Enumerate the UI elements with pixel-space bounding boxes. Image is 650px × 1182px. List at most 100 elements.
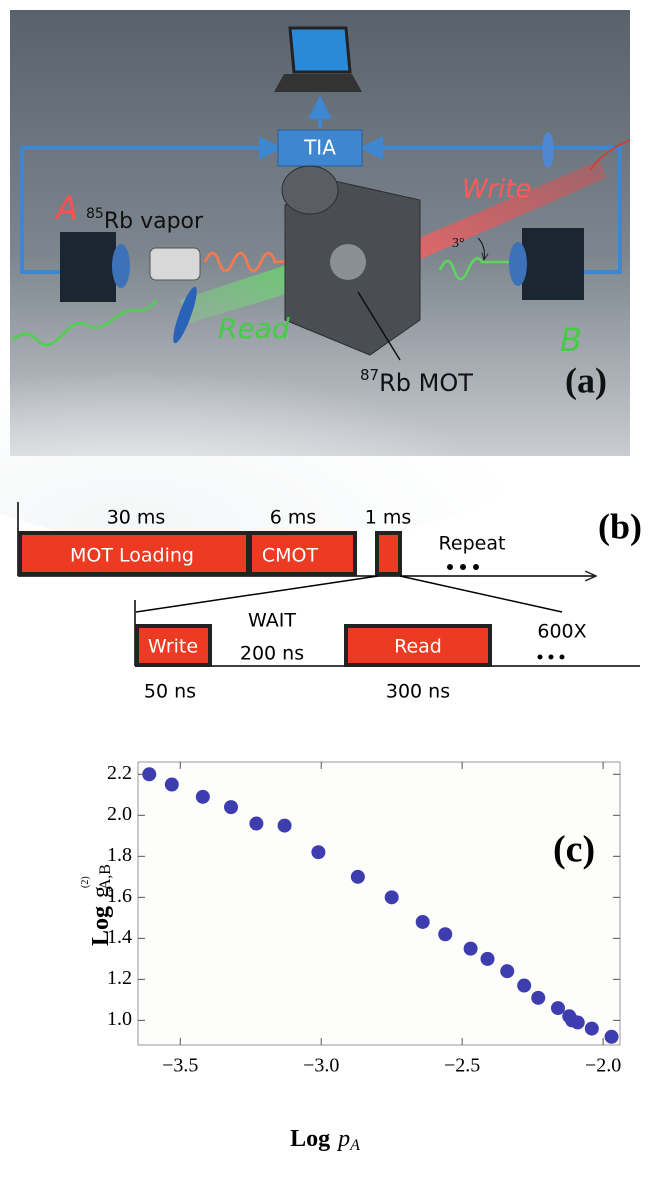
ellipsis [537, 654, 565, 660]
photon-a [203, 251, 316, 273]
angle-label: 3° [452, 236, 465, 251]
detector-a-label: A [54, 189, 78, 227]
lens-read [173, 286, 197, 344]
y-tick-label: 1.6 [107, 885, 132, 907]
data-point [415, 914, 430, 929]
laptop-base [274, 74, 362, 92]
mass-number: 85 [86, 206, 104, 222]
detector-b [522, 228, 584, 300]
y-axis-label: Log g(2) A,B [80, 864, 113, 946]
photon-b [438, 257, 522, 281]
y-tick-label: 1.2 [107, 967, 132, 989]
y-tick-label: 1.4 [107, 926, 132, 948]
time-label: 30 ms [107, 507, 166, 529]
fog [0, 290, 560, 550]
loading-box [18, 531, 250, 576]
box-label: Read [394, 636, 442, 658]
y-tick-label: 1.0 [107, 1008, 132, 1030]
data-point [584, 1021, 599, 1036]
read-photon [11, 299, 158, 347]
y-label-sub: A,B [97, 864, 114, 890]
data-point [224, 800, 239, 815]
time-label: 300 ns [386, 681, 450, 703]
x-tick-label: −3.0 [303, 1055, 339, 1077]
data-point [195, 789, 210, 804]
detector-a [60, 232, 116, 302]
tia-box [277, 129, 363, 167]
panel-label: (b) [598, 506, 642, 546]
mot-pointer [357, 291, 401, 361]
angle-arc [477, 237, 484, 260]
data-point [480, 951, 495, 966]
zoom-line [135, 575, 379, 613]
x-axis-label: Log pA [290, 1126, 360, 1154]
data-point [550, 1001, 565, 1016]
y-tick-label: 2.2 [107, 762, 132, 784]
vapor-cell [149, 247, 201, 281]
data-point [350, 869, 365, 884]
plot-frame [137, 761, 621, 1046]
data-point [311, 845, 326, 860]
y-label-var: g [88, 886, 114, 898]
panel-label: (a) [565, 360, 607, 400]
panel-a: TIA A 85Rb vapor Write 3° Read B 87Rb [0, 10, 631, 550]
data-point [438, 927, 453, 942]
data-point [463, 941, 478, 956]
data-point [570, 1015, 585, 1030]
read-label: Read [218, 312, 290, 345]
x-tick-label: −3.5 [162, 1055, 198, 1077]
time-label: 50 ns [144, 681, 196, 703]
mot-text: Rb MOT [379, 369, 473, 397]
zoom-line [399, 575, 563, 613]
detector-b-label: B [560, 321, 582, 359]
detector-b-window [509, 242, 527, 286]
detector-a-window [112, 244, 130, 288]
x-label-sub: A [349, 1137, 360, 1154]
y-tick-label: 2.0 [107, 803, 132, 825]
panel-c: (c) Logg(2) A,B Log pA 1.01.21.41.61.82.02… [80, 761, 621, 1154]
panel-b: 30 ms 6 ms 1 ms MOT Loading CMOT Repeat … [17, 502, 642, 703]
atom-cloud [330, 244, 366, 280]
read-box [344, 624, 492, 667]
vapor-text: Rb vapor [104, 209, 204, 234]
x-label-text: Log [290, 1126, 330, 1152]
data-point [142, 767, 157, 782]
chamber-port [281, 165, 339, 215]
write-fiber [589, 139, 631, 171]
mass-number: 87 [360, 366, 379, 384]
y-label-text: Log [88, 906, 114, 946]
time-label: 1 ms [365, 507, 412, 529]
lens-write [542, 132, 554, 168]
box-label: CMOT [262, 545, 319, 567]
box-label: MOT Loading [70, 545, 194, 567]
laptop-screen [288, 26, 352, 74]
wire-a [20, 136, 283, 274]
data-point [384, 890, 399, 905]
data-point [531, 990, 546, 1005]
data-point [517, 978, 532, 993]
data-point [249, 816, 264, 831]
data-point [277, 818, 292, 833]
repeat-label: Repeat [439, 533, 506, 555]
data-point [604, 1029, 619, 1044]
cycle-box [375, 531, 402, 576]
y-label-sup: (2) [80, 876, 91, 888]
chart-title: (c) [553, 829, 595, 871]
cmot-box [248, 531, 357, 576]
write-label: Write [462, 175, 531, 205]
x-label-var: p [336, 1126, 350, 1152]
wire-b [359, 136, 622, 274]
box-label: Write [148, 636, 198, 658]
y-tick-label: 1.8 [107, 844, 132, 866]
time-label: 200 ns [240, 643, 304, 665]
x-tick-label: −2.0 [585, 1055, 621, 1077]
data-point [500, 964, 515, 979]
tia-label: TIA [303, 136, 336, 160]
vapor-label: 85Rb vapor [86, 206, 204, 234]
x-tick-label: −2.5 [444, 1055, 480, 1077]
write-box [135, 624, 212, 667]
mot-label: 87Rb MOT [360, 366, 473, 398]
ellipsis [447, 564, 479, 570]
